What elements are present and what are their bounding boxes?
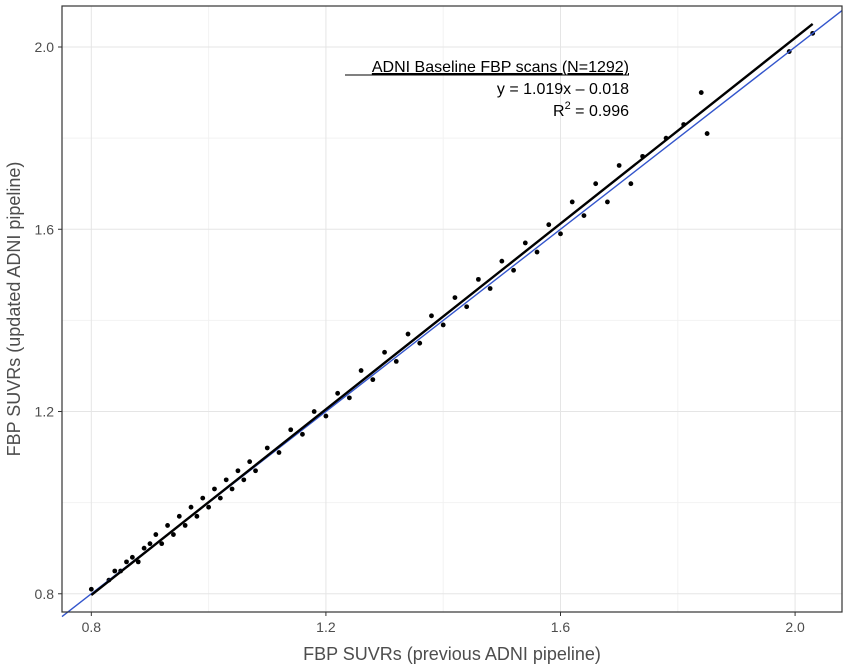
data-point (417, 340, 423, 346)
x-tick-label: 1.2 (316, 619, 336, 635)
data-point (223, 477, 229, 483)
data-point (182, 523, 188, 528)
data-point (88, 586, 94, 592)
data-point (159, 541, 165, 547)
data-point (335, 390, 341, 396)
y-tick-label: 2.0 (35, 39, 55, 55)
data-point (311, 409, 317, 414)
data-point (165, 523, 170, 528)
data-point (264, 445, 270, 451)
data-point (429, 313, 434, 319)
data-point (288, 427, 294, 433)
data-point (112, 568, 118, 574)
data-point (358, 368, 364, 373)
x-tick-label: 0.8 (82, 619, 102, 635)
data-point (171, 532, 176, 537)
data-point (200, 495, 206, 501)
data-point (194, 513, 200, 519)
annotation-r-squared: R2 = 0.996 (553, 100, 629, 120)
data-point (370, 377, 376, 383)
y-axis-title: FBP SUVRs (updated ADNI pipeline) (4, 162, 24, 457)
data-point (141, 545, 147, 551)
grid (62, 6, 842, 612)
data-point (569, 199, 575, 205)
data-point (605, 199, 610, 205)
data-point (247, 459, 253, 465)
data-point (475, 276, 481, 282)
y-tick-label: 1.6 (35, 221, 55, 237)
x-tick-label: 1.6 (551, 619, 571, 635)
data-point (153, 532, 159, 537)
data-point (452, 295, 458, 301)
data-point (704, 131, 710, 136)
regression-line (90, 23, 814, 596)
data-point (558, 231, 563, 237)
data-point (229, 486, 235, 492)
r-squared-value: = 0.996 (571, 103, 629, 120)
data-point (546, 222, 552, 228)
data-point (323, 413, 329, 419)
data-point (616, 163, 622, 168)
data-point (235, 468, 241, 474)
data-point (300, 431, 305, 437)
data-point (241, 477, 247, 483)
r-squared-label: R (553, 103, 565, 120)
data-point (464, 304, 470, 310)
data-point (135, 559, 141, 565)
data-point (382, 349, 387, 355)
data-point (393, 358, 399, 364)
data-point (499, 258, 505, 264)
data-point (206, 504, 212, 510)
data-point (511, 267, 516, 273)
data-point (628, 181, 634, 187)
data-point (593, 181, 599, 187)
data-point (405, 331, 411, 337)
data-point (346, 395, 352, 401)
data-point (212, 486, 217, 492)
data-point (188, 504, 194, 510)
x-axis-title: FBP SUVRs (previous ADNI pipeline) (303, 644, 601, 664)
data-point (276, 450, 282, 455)
data-point (522, 240, 528, 246)
data-point (487, 286, 493, 291)
data-point (581, 213, 587, 218)
y-tick-label: 0.8 (35, 586, 55, 602)
data-point (176, 513, 182, 519)
data-point (129, 554, 135, 560)
data-point (698, 90, 704, 95)
data-point (124, 559, 129, 565)
annotation: ADNI Baseline FBP scans (N=1292) y = 1.0… (345, 59, 629, 120)
data-point (440, 322, 446, 328)
y-tick-label: 1.2 (35, 404, 55, 420)
data-point (253, 468, 258, 474)
data-point (147, 541, 153, 547)
axis-ticks: 0.8 1.2 1.6 2.0 0.8 1.2 1.6 2.0 (35, 39, 805, 635)
panel-border (61, 5, 843, 613)
data-points (88, 30, 816, 592)
annotation-equation: y = 1.019x – 0.018 (497, 81, 629, 98)
x-tick-label: 2.0 (785, 619, 805, 635)
r-squared-sup: 2 (565, 100, 571, 112)
annotation-title: ADNI Baseline FBP scans (N=1292) (372, 59, 629, 76)
data-point (217, 495, 223, 501)
data-point (534, 249, 540, 255)
